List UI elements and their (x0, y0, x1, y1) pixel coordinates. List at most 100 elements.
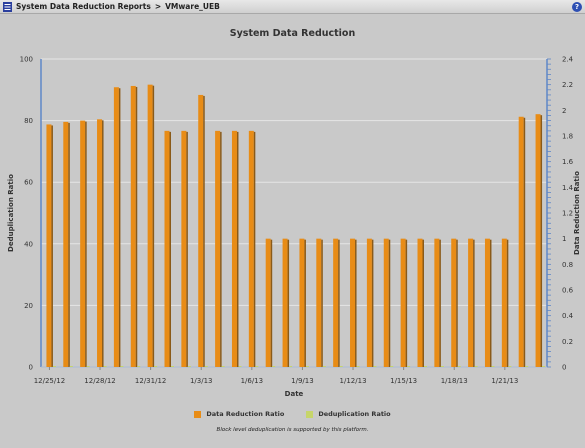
dedup-bar (305, 366, 309, 367)
bar (164, 130, 170, 367)
bar (181, 130, 187, 367)
dedup-bar (154, 366, 158, 367)
dedup-bar (322, 366, 326, 367)
dedup-bar (525, 366, 529, 367)
x-tick-label: 1/15/13 (390, 377, 417, 385)
bar-shadow (203, 95, 205, 367)
bar (468, 238, 474, 367)
dedup-bar (86, 366, 90, 367)
bar-shadow (304, 239, 306, 367)
bar-shadow (405, 239, 408, 367)
bar-shadow (85, 121, 87, 367)
y2-tick-label: 0.2 (562, 338, 573, 346)
x-tick-label: 12/28/12 (84, 377, 115, 385)
bar-shadow (422, 239, 424, 367)
dedup-bar (255, 366, 259, 367)
bar (333, 238, 339, 367)
bar-shadow (506, 239, 509, 367)
dedup-bar (272, 366, 276, 367)
bar (535, 114, 541, 367)
y-tick-label: 100 (20, 56, 33, 64)
dedup-bar (508, 366, 512, 367)
x-tick-label: 1/3/13 (190, 377, 213, 385)
bar (97, 119, 103, 367)
bar (215, 130, 221, 367)
bar (80, 120, 86, 367)
report-icon (3, 2, 12, 12)
legend-swatch-deduplication (306, 410, 314, 418)
breadcrumb: System Data Reduction Reports > VMware_UEB (16, 0, 220, 14)
x-tick-label: 12/25/12 (34, 377, 65, 385)
chart-title: System Data Reduction (229, 28, 356, 39)
bar-shadow (118, 88, 121, 367)
title-bar: System Data Reduction Reports > VMware_UEB… (0, 0, 585, 14)
x-tick-label: 1/6/13 (241, 377, 264, 385)
y2-tick-label: 0.6 (562, 287, 574, 295)
bar-shadow (253, 131, 256, 367)
bar (231, 130, 237, 367)
bar (316, 238, 322, 367)
x-tick-label: 1/12/13 (340, 377, 367, 385)
bar-shadow (456, 239, 458, 367)
y-tick-label: 20 (24, 302, 33, 310)
bar-shadow (186, 131, 188, 367)
dedup-bar (356, 366, 360, 367)
bar-shadow (236, 131, 239, 367)
dedup-bar (187, 366, 191, 367)
y2-axis-title: Data Reduction Ratio (573, 171, 581, 255)
y2-tick-label: 1.8 (562, 133, 573, 141)
legend-item-data-reduction[interactable]: Data Reduction Ratio (194, 410, 284, 418)
help-icon[interactable]: ? (572, 2, 582, 12)
y2-tick-label: 2.2 (562, 81, 573, 89)
bar-shadow (220, 131, 222, 367)
bar (282, 238, 288, 367)
y2-tick-label: 1.2 (562, 210, 573, 218)
bar-shadow (355, 239, 357, 367)
bar (366, 238, 372, 367)
dedup-bar (339, 366, 343, 367)
bar-shadow (68, 122, 70, 367)
dedup-bar (407, 366, 411, 367)
breadcrumb-separator: > (154, 2, 162, 11)
y2-tick-label: 1 (562, 235, 566, 243)
dedup-bar (52, 366, 56, 367)
footnote: Block level deduplication is supported b… (216, 427, 369, 433)
bar (248, 130, 254, 367)
bar (63, 121, 69, 367)
y2-tick-label: 0 (562, 364, 566, 372)
legend-label-data-reduction: Data Reduction Ratio (206, 410, 285, 418)
bar (299, 238, 305, 367)
y2-tick-label: 0.4 (562, 312, 574, 320)
dedup-bar (542, 366, 546, 367)
dedup-bar (221, 366, 225, 367)
bar (46, 124, 52, 367)
bar (417, 238, 423, 367)
legend: Data Reduction Ratio Deduplication Ratio (0, 410, 585, 418)
dedup-bar (120, 366, 124, 367)
y2-tick-label: 0.8 (562, 261, 573, 269)
x-tick-label: 12/31/12 (135, 377, 166, 385)
y2-tick-label: 1.6 (562, 158, 574, 166)
y-tick-label: 40 (24, 240, 33, 248)
legend-item-deduplication[interactable]: Deduplication Ratio (306, 410, 391, 418)
bar (147, 84, 153, 368)
y-tick-label: 80 (24, 117, 33, 125)
bar (113, 87, 119, 367)
x-axis-title: Date (285, 390, 304, 398)
dedup-bar (103, 366, 107, 367)
dedup-bar (289, 366, 293, 367)
bar (518, 116, 524, 367)
bar-shadow (169, 131, 171, 367)
bar-shadow (439, 239, 441, 367)
dedup-bar (390, 366, 394, 367)
dedup-bar (238, 366, 242, 367)
breadcrumb-reports[interactable]: System Data Reduction Reports (16, 2, 151, 11)
bar-shadow (388, 239, 391, 367)
bar-shadow (270, 239, 273, 367)
breadcrumb-current: VMware_UEB (165, 2, 220, 11)
dedup-bar (457, 366, 461, 367)
y2-tick-label: 2.4 (562, 56, 574, 64)
x-tick-label: 1/21/13 (491, 377, 518, 385)
bar (383, 238, 389, 367)
bar (130, 85, 136, 367)
